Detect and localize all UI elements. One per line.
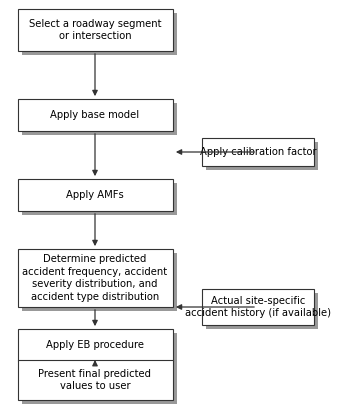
FancyBboxPatch shape	[18, 249, 173, 307]
FancyBboxPatch shape	[21, 253, 177, 311]
FancyBboxPatch shape	[18, 9, 173, 51]
FancyBboxPatch shape	[21, 103, 177, 135]
Text: Apply base model: Apply base model	[51, 110, 140, 120]
Text: Select a roadway segment
or intersection: Select a roadway segment or intersection	[29, 19, 161, 41]
Text: Apply EB procedure: Apply EB procedure	[46, 340, 144, 350]
FancyBboxPatch shape	[202, 289, 314, 325]
Text: Apply AMFs: Apply AMFs	[66, 190, 124, 200]
Text: Actual site-specific
accident history (if available): Actual site-specific accident history (i…	[185, 296, 331, 318]
Text: Determine predicted
accident frequency, accident
severity distribution, and
acci: Determine predicted accident frequency, …	[22, 254, 167, 302]
Text: Present final predicted
values to user: Present final predicted values to user	[39, 369, 152, 391]
FancyBboxPatch shape	[18, 179, 173, 211]
FancyBboxPatch shape	[21, 183, 177, 215]
FancyBboxPatch shape	[18, 99, 173, 131]
FancyBboxPatch shape	[18, 329, 173, 361]
FancyBboxPatch shape	[202, 138, 314, 166]
FancyBboxPatch shape	[21, 333, 177, 365]
FancyBboxPatch shape	[206, 142, 318, 170]
FancyBboxPatch shape	[21, 13, 177, 55]
Text: Apply calibration factor: Apply calibration factor	[200, 147, 316, 157]
FancyBboxPatch shape	[206, 293, 318, 329]
FancyBboxPatch shape	[18, 360, 173, 400]
FancyBboxPatch shape	[21, 364, 177, 404]
